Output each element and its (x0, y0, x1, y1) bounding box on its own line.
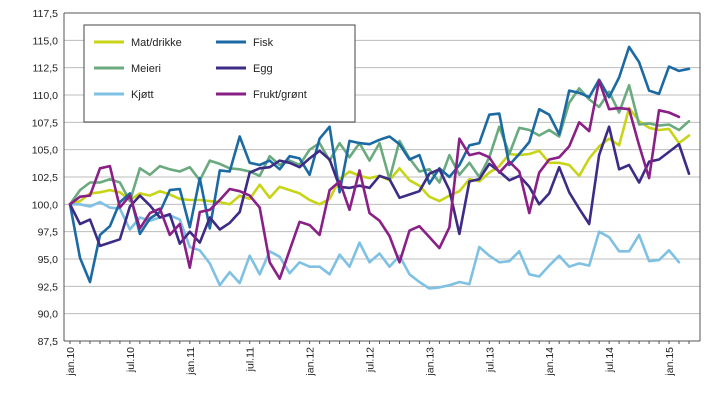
y-tick-label: 110,0 (33, 90, 59, 102)
x-tick-label: jan.13 (424, 347, 436, 377)
y-tick-label: 115,0 (33, 35, 59, 47)
y-tick-label: 97,5 (38, 227, 59, 239)
legend-label: Meieri (131, 63, 161, 75)
y-tick-label: 100,0 (32, 199, 58, 211)
x-tick-label: jul.13 (484, 347, 496, 373)
series-line-egg (68, 125, 691, 248)
y-tick-label: 92,5 (38, 281, 59, 293)
x-axis-ticks: jan.10 jul.10 jan.11 jul.11 jan.12 jul.12 jan.… (65, 341, 690, 377)
legend-label: Mat/drikke (131, 37, 182, 49)
legend: Mat/drikke Fisk Meieri Egg Kjøtt Frukt/grønt (83, 24, 356, 123)
x-tick-label: jul.10 (125, 347, 137, 373)
legend-label: Egg (253, 63, 273, 75)
x-tick-label: jan.12 (305, 347, 317, 377)
y-axis-ticks: 117,5 115,0 112,5 110,0 107,5 105,0 102,5 100,0… (32, 8, 58, 348)
y-tick-label: 102,5 (32, 172, 58, 184)
x-tick-label: jan.10 (65, 347, 77, 377)
series-lines (68, 45, 691, 290)
legend-label: Frukt/grønt (253, 89, 307, 101)
y-tick-label: 87,5 (38, 336, 59, 348)
y-tick-label: 117,5 (33, 8, 59, 20)
series-line-fisk (68, 45, 691, 284)
x-tick-label: jan.11 (185, 347, 197, 376)
y-tick-label: 90,0 (38, 309, 59, 321)
x-tick-label: jan.14 (544, 347, 556, 377)
legend-label: Fisk (253, 37, 274, 49)
legend-box (83, 24, 356, 123)
y-tick-label: 105,0 (32, 145, 58, 157)
y-tick-label: 107,5 (32, 117, 58, 129)
legend-label: Kjøtt (131, 89, 154, 101)
series-line-frukt-grønt (68, 79, 681, 281)
x-tick-label: jul.11 (245, 347, 257, 372)
y-tick-label: 112,5 (33, 63, 59, 75)
x-tick-label: jan.15 (664, 347, 676, 377)
y-tick-label: 95,0 (38, 254, 59, 266)
x-tick-label: jul.12 (365, 347, 377, 373)
x-tick-label: jul.14 (604, 347, 616, 373)
